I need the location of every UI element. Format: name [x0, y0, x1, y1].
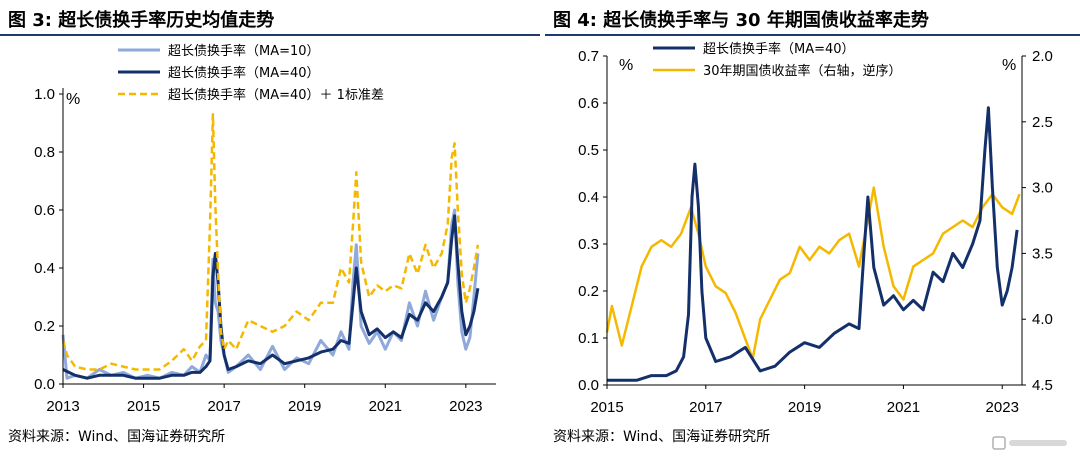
left-legend-label: 超长债换手率（MA=10） [168, 43, 320, 59]
right-title-bar: 图 4: 超长债换手率与 30 年期国债收益率走势 [545, 0, 1080, 36]
left-y-tick-label: 0.6 [34, 202, 55, 219]
right-chart: 0.0 0.1 0.2 0.3 0.4 0.5 0.6 0.7 2.0 2.5 3.0 3.5 4.0 4… [578, 41, 1053, 416]
right-x-tick-label: 2015 [590, 399, 623, 416]
left-series-line-band [61, 113, 480, 371]
left-legend-label: 超长债换手率（MA=40）＋ 1标准差 [168, 87, 384, 103]
left-y-tick-label: 0.8 [34, 144, 55, 161]
right-left-tick-label: 0.0 [578, 377, 599, 394]
right-x-tick-label: 2019 [788, 399, 821, 416]
left-chart-panel: 图 3: 超长债换手率历史均值走势 0.0 0.2 0.4 0.6 0.8 1.0 2013… [0, 0, 540, 445]
left-y-tick-label: 0.0 [34, 376, 55, 393]
left-x-tick-label: 2013 [46, 398, 79, 415]
left-series-line-ma40 [62, 214, 480, 380]
right-left-tick-label: 0.6 [578, 95, 599, 112]
left-x-tick-label: 2017 [207, 398, 240, 415]
left-series-line-ma10 [61, 208, 480, 380]
right-unit-right-label: % [1002, 57, 1016, 74]
left-x-tick-label: 2015 [127, 398, 160, 415]
left-y-tick-label: 0.4 [34, 260, 55, 277]
left-chart: 0.0 0.2 0.4 0.6 0.8 1.0 2013 2015 2017 2019 2021 20… [34, 43, 496, 415]
watermark-logo-icon [992, 436, 1067, 450]
right-unit-left-label: % [619, 57, 633, 74]
right-chart-panel: 图 4: 超长债换手率与 30 年期国债收益率走势 0.0 0.1 0.2 0.3 0.… [545, 0, 1080, 457]
left-x-tick-label: 2023 [449, 398, 482, 415]
right-source-note: 资料来源：Wind、国海证券研究所 [553, 429, 771, 445]
left-x-tick-label: 2021 [369, 398, 402, 415]
right-left-tick-label: 0.1 [578, 330, 599, 347]
right-right-tick-label: 3.0 [1032, 180, 1053, 197]
right-right-tick-label: 4.0 [1032, 311, 1053, 328]
right-series-line-yield [605, 186, 1021, 360]
right-chart-title: 图 4: 超长债换手率与 30 年期国债收益率走势 [553, 10, 929, 31]
right-legend-label: 超长债换手率（MA=40） [703, 41, 855, 57]
right-left-tick-label: 0.4 [578, 189, 599, 206]
right-series-line-ma40 [607, 106, 1019, 382]
right-right-tick-label: 2.5 [1032, 114, 1053, 131]
right-right-tick-label: 2.0 [1032, 48, 1053, 65]
left-y-tick-label: 0.2 [34, 318, 55, 335]
right-x-tick-label: 2017 [689, 399, 722, 416]
right-x-tick-label: 2023 [986, 399, 1019, 416]
right-legend-label: 30年期国债收益率（右轴，逆序） [703, 63, 902, 79]
right-left-tick-label: 0.7 [578, 48, 599, 65]
right-left-tick-label: 0.5 [578, 142, 599, 159]
left-chart-title: 图 3: 超长债换手率历史均值走势 [8, 10, 275, 31]
right-right-tick-label: 4.5 [1032, 377, 1053, 394]
right-x-tick-label: 2021 [887, 399, 920, 416]
left-source-note: 资料来源：Wind、国海证券研究所 [8, 429, 226, 445]
right-left-tick-label: 0.3 [578, 236, 599, 253]
left-legend-label: 超长债换手率（MA=40） [168, 65, 320, 81]
left-x-tick-label: 2019 [288, 398, 321, 415]
left-y-tick-label: 1.0 [34, 86, 55, 103]
right-right-tick-label: 3.5 [1032, 245, 1053, 262]
right-left-tick-label: 0.2 [578, 283, 599, 300]
left-title-bar: 图 3: 超长债换手率历史均值走势 [0, 0, 540, 36]
left-unit-label: % [66, 91, 80, 108]
